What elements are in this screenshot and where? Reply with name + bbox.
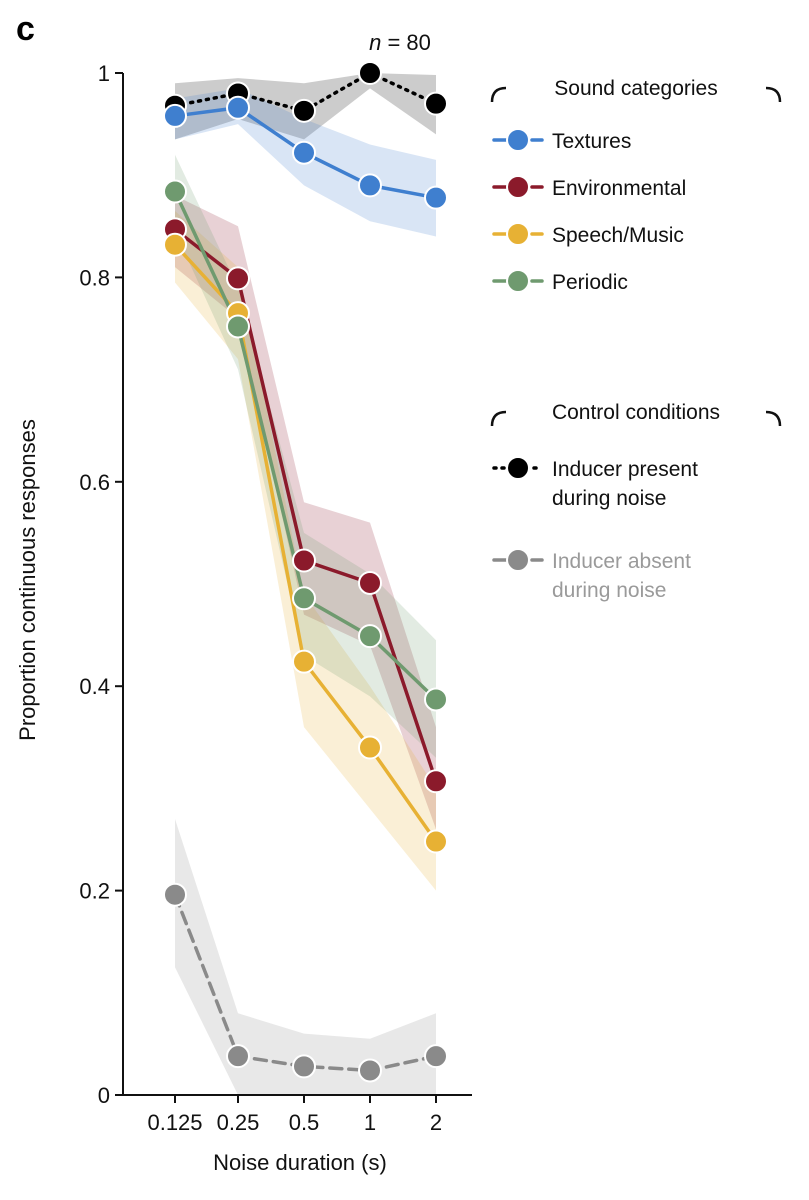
sample-size-annotation: n = 80 bbox=[369, 30, 431, 55]
point-periodic-0-25 bbox=[226, 314, 250, 339]
band-environmental bbox=[175, 195, 436, 830]
legend-label-periodic: Periodic bbox=[552, 271, 628, 294]
legend-entry-inducer-present-during-noise: Inducer present during noise bbox=[492, 456, 698, 510]
legend-label-line: Environmental bbox=[552, 177, 686, 200]
legend-group-control-conditions: Control conditions bbox=[490, 401, 782, 427]
point-textures-0-5 bbox=[292, 140, 316, 165]
y-tick-label-0: 0 bbox=[98, 1083, 110, 1108]
y-tick-label-1: 1 bbox=[98, 61, 110, 86]
legend-group-sound-categories-right-bracket bbox=[765, 86, 782, 103]
legend-label-speech-music: Speech/Music bbox=[552, 224, 684, 247]
legend-swatch-marker-speech-music bbox=[506, 222, 530, 246]
point-textures-0-125 bbox=[163, 103, 187, 128]
y-tick-label-0-2: 0.2 bbox=[79, 879, 110, 904]
point-speech-music-2 bbox=[424, 829, 448, 854]
panel-label: c bbox=[16, 10, 35, 48]
legend-label-environmental: Environmental bbox=[552, 177, 686, 200]
x-tick-label-1: 1 bbox=[364, 1110, 376, 1135]
point-textures-1 bbox=[358, 173, 382, 198]
legend-label-line: Inducer present bbox=[552, 458, 698, 481]
legend-swatch-marker-inducer-absent-during-noise bbox=[506, 548, 530, 572]
x-tick-label-0-125: 0.125 bbox=[147, 1110, 202, 1135]
x-tick-label-2: 2 bbox=[430, 1110, 442, 1135]
point-textures-2 bbox=[424, 185, 448, 210]
legend-label-inducer-absent-during-noise: Inducer absent during noise bbox=[552, 550, 691, 602]
legend-label-line: Textures bbox=[552, 130, 631, 153]
point-inducer-absent-during-noise-1 bbox=[358, 1058, 382, 1083]
legend-swatch-marker-environmental bbox=[506, 175, 530, 199]
point-inducer-absent-during-noise-0-5 bbox=[292, 1054, 316, 1079]
legend-group-control-conditions-title: Control conditions bbox=[552, 401, 720, 424]
annotation-prefix: n bbox=[369, 30, 381, 55]
band-inducer-absent-during-noise bbox=[175, 819, 436, 1095]
legend-group-sound-categories-title: Sound categories bbox=[554, 77, 717, 100]
y-tick-label-0-8: 0.8 bbox=[79, 265, 110, 290]
point-environmental-2 bbox=[424, 769, 448, 794]
x-tick-label-0-5: 0.5 bbox=[289, 1110, 320, 1135]
legend-swatch-marker-periodic bbox=[506, 269, 530, 293]
point-periodic-0-5 bbox=[292, 586, 316, 611]
point-inducer-absent-during-noise-0-125 bbox=[163, 882, 187, 907]
line-inducer-present-during-noise bbox=[173, 71, 438, 113]
annotation-suffix: = 80 bbox=[381, 30, 431, 55]
point-periodic-1 bbox=[358, 624, 382, 649]
legend-entry-inducer-absent-during-noise: Inducer absent during noise bbox=[492, 548, 691, 602]
point-environmental-0-5 bbox=[292, 548, 316, 573]
y-tick-label-0-4: 0.4 bbox=[79, 674, 110, 699]
legend-label-textures: Textures bbox=[552, 130, 631, 153]
point-environmental-0-25 bbox=[226, 266, 250, 291]
series-points bbox=[163, 61, 448, 1083]
legend: Sound categories Control conditions Textur… bbox=[490, 77, 782, 602]
point-inducer-absent-during-noise-0-25 bbox=[226, 1044, 250, 1069]
legend-entry-textures: Textures bbox=[492, 128, 631, 153]
point-environmental-1 bbox=[358, 570, 382, 595]
legend-group-sound-categories-left-bracket bbox=[490, 86, 507, 103]
point-inducer-absent-during-noise-2 bbox=[424, 1044, 448, 1069]
point-inducer-present-during-noise-2 bbox=[424, 91, 448, 116]
point-periodic-2 bbox=[424, 687, 448, 712]
legend-label-line: Inducer absent bbox=[552, 550, 691, 573]
legend-group-control-conditions-right-bracket bbox=[765, 410, 782, 427]
point-speech-music-1 bbox=[358, 735, 382, 760]
y-tick-label-0-6: 0.6 bbox=[79, 470, 110, 495]
point-speech-music-0-125 bbox=[163, 232, 187, 257]
x-tick-label-0-25: 0.25 bbox=[217, 1110, 260, 1135]
legend-label-line: during noise bbox=[552, 487, 666, 510]
legend-label-line: during noise bbox=[552, 579, 666, 602]
legend-label-inducer-present-during-noise: Inducer present during noise bbox=[552, 458, 698, 510]
legend-label-line: Periodic bbox=[552, 271, 628, 294]
axes: 0 0.2 0.4 0.6 0.8 1 0.125 0.25 0.5 1 2 bbox=[79, 61, 472, 1135]
legend-entry-speech-music: Speech/Music bbox=[492, 222, 684, 247]
legend-group-sound-categories: Sound categories bbox=[490, 77, 782, 103]
legend-swatch-marker-textures bbox=[506, 128, 530, 152]
y-axis-label: Proportion continuous responses bbox=[15, 419, 40, 741]
point-periodic-0-125 bbox=[163, 179, 187, 204]
point-speech-music-0-5 bbox=[292, 649, 316, 674]
legend-entry-periodic: Periodic bbox=[492, 269, 628, 294]
band-speech-music bbox=[175, 210, 436, 891]
point-textures-0-25 bbox=[226, 95, 250, 120]
legend-group-control-conditions-left-bracket bbox=[490, 410, 507, 427]
legend-entry-environmental: Environmental bbox=[492, 175, 686, 200]
point-inducer-present-during-noise-1 bbox=[358, 61, 382, 85]
x-axis-label: Noise duration (s) bbox=[213, 1150, 387, 1175]
legend-swatch-marker-inducer-present-during-noise bbox=[506, 456, 530, 480]
point-inducer-present-during-noise-0-5 bbox=[292, 98, 316, 123]
legend-label-line: Speech/Music bbox=[552, 224, 684, 247]
confidence-bands bbox=[175, 73, 436, 1095]
